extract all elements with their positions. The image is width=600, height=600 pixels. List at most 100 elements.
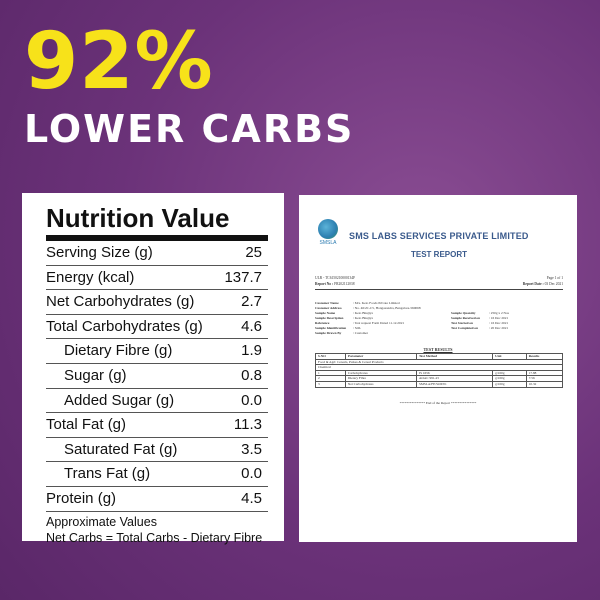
results-header-cell: Test Method [415,353,494,360]
report-detail-row: Sample Drawn By : Customer [315,331,567,336]
nutrition-row-value: 4.5 [241,489,262,507]
report-detail-k2: Test Completed on [451,326,479,330]
nutrition-row: Total Carbohydrates (g) 4.6 [46,315,268,340]
nutrition-row: Total Fat (g) 11.3 [46,413,268,438]
lab-logo-text: SMSLA [319,240,337,246]
nutrition-card: Nutrition Value Serving Size (g) 25 Energy… [22,193,284,545]
nutrition-footnote-netcarbs: Net Carbs = Total Carbs - Dietary Fibre [46,530,263,545]
lab-logo: SMSLA [315,219,341,246]
report-detail-k: Reference [315,321,330,325]
nutrition-rows: Serving Size (g) 25 Energy (kcal) 137.7 Net … [46,241,272,512]
nutrition-row-value: 25 [245,244,262,261]
report-detail-v2: : 20 Dec 2021 [489,326,509,330]
lab-report-card: SMSLA SMS LABS SERVICES PRIVATE LIMITED … [299,195,577,542]
nutrition-row-label: Dietary Fibre (g) [64,342,173,360]
report-detail-v2: : 16 Dec 2021 [489,321,509,325]
nutrition-row-label: Net Carbohydrates (g) [46,293,195,311]
results-title: TEST RESULTS [423,347,453,352]
nutrition-row-value: 0.0 [241,465,262,483]
report-detail-v: : Keto Bhujiya [353,316,373,320]
report-detail-v2: : 16 Dec 2021 [489,316,509,320]
report-date: 03 Dec 2021 [544,282,563,286]
results-cell-result: 10.32 [525,381,564,388]
nutrition-row-value: 0.8 [241,366,262,384]
nutrition-row-value: 4.6 [241,317,262,335]
report-number-line: Report No : FR202112038 [315,282,355,287]
report-date-line: Report Date : 03 Dec 2021 [523,282,563,287]
report-detail-k2: Test Started on [451,321,473,325]
nutrition-row: Added Sugar (g) 0.0 [46,389,268,414]
report-detail-row: Customer Name: M/s. Keto Foods Private L… [315,301,567,306]
results-subgroup-row: Chemical [315,364,563,371]
headline-subtitle: LOWER CARBS [24,107,355,151]
report-detail-v: : Keto Bhujiya [353,311,373,315]
nutrition-row-label: Serving Size (g) [46,244,153,261]
nutrition-row: Saturated Fat (g) 3.5 [46,438,268,463]
report-detail-k: Sample Drawn By [315,331,342,335]
report-details: Customer Name: M/s. Keto Foods Private L… [315,301,567,336]
nutrition-row-label: Saturated Fat (g) [64,440,178,458]
nutrition-row-value: 2.7 [241,293,262,311]
nutrition-row-value: 0.0 [241,391,262,409]
report-detail-v2: : 250g x 2 Nos [489,311,509,315]
nutrition-footnote-approx: Approximate Values [46,514,157,529]
results-subgroup-label: Chemical [315,364,563,371]
nutrition-row: Energy (kcal) 137.7 [46,266,268,291]
nutrition-row: Net Carbohydrates (g) 2.7 [46,290,268,315]
nutrition-row: Sugar (g) 0.8 [46,364,268,389]
report-detail-v: : SOL [353,326,362,330]
nutrition-row-label: Trans Fat (g) [64,465,151,483]
nutrition-row-label: Total Carbohydrates (g) [46,317,203,335]
nutrition-row-label: Total Fat (g) [46,416,127,434]
report-date-label: Report Date : [522,282,544,286]
results-cell-method: IS 1656 [415,369,494,377]
report-detail-row: Sample Identification : SOL Test Completed… [315,326,567,331]
headline-percent: 92% [24,17,214,107]
results-cell-sno: 3 [315,381,346,388]
report-detail-row: Sample Name : Keto Bhujiya Sample Quantity… [315,311,567,316]
report-detail-v: : No. 46/2C-C5, Hongasandra, Bangalore-5… [353,306,421,310]
report-detail-v: : Test request Form Dated 11.12.2021 [353,321,405,325]
nutrition-row: Trans Fat (g) 0.0 [46,462,268,487]
results-cell-method: SMSLA/FE/SOP/01 [415,381,494,388]
report-detail-k: Sample Name [315,311,336,315]
report-detail-k: Sample Description [315,316,344,320]
report-page: Page 1 of 1 [546,276,563,280]
results-row: 1 Carbohydrates IS 1656 g/100g 17.88 [315,369,564,377]
results-cell-method: AOAC 991.43 [415,375,494,382]
report-number-label: Report No : [315,282,334,286]
report-detail-v: : Customer [353,331,368,335]
report-detail-k2: Sample Quantity [451,311,476,315]
results-cell-unit: g/100g [492,381,527,388]
report-title: TEST REPORT [411,250,468,259]
nutrition-row-label: Added Sugar (g) [64,391,175,409]
results-row: 3 Net Carbohydrates SMSLA/FE/SOP/01 g/100g 1… [315,381,564,388]
results-header-row: S.NO Parameter Test Method Unit Results [315,353,564,360]
report-detail-k: Customer Name [315,301,339,305]
report-divider [315,289,563,290]
nutrition-row: Serving Size (g) 25 [46,241,268,266]
report-end-line: *************** End of the Report ******… [399,401,477,405]
nutrition-row-value: 137.7 [224,268,262,286]
results-cell-param: Net Carbohydrates [344,381,417,388]
report-detail-k2: Sample Received on [451,316,481,320]
results-cell-result: 17.88 [525,369,564,377]
report-detail-k: Sample Identification [315,326,347,330]
nutrition-row-value: 3.5 [241,440,262,458]
report-ulr: ULR - TC6150210000134F [315,276,356,280]
report-detail-row: Reference : Test request Form Dated 11.12… [315,321,567,326]
results-header-cell: Results [525,353,564,360]
report-detail-row: Sample Description : Keto Bhujiya Sample R… [315,316,567,321]
results-group-row: Food & Agri: Cereals, Pulses & Cereal Pr… [315,358,563,366]
nutrition-row-value: 11.3 [233,416,262,434]
results-group-label: Food & Agri: Cereals, Pulses & Cereal Pr… [315,358,563,366]
nutrition-row-label: Energy (kcal) [46,268,135,286]
lab-logo-icon [318,219,338,239]
report-number: FR202112038 [334,282,355,286]
results-table: S.NO Parameter Test Method Unit Results Food… [315,353,564,388]
nutrition-row-label: Sugar (g) [64,366,127,384]
nutrition-row: Dietary Fibre (g) 1.9 [46,339,268,364]
results-cell-result: 7.56 [525,375,564,382]
report-detail-k2 [451,331,489,336]
results-row: 2 Dietary Fibre AOAC 991.43 g/100g 7.56 [315,375,564,382]
